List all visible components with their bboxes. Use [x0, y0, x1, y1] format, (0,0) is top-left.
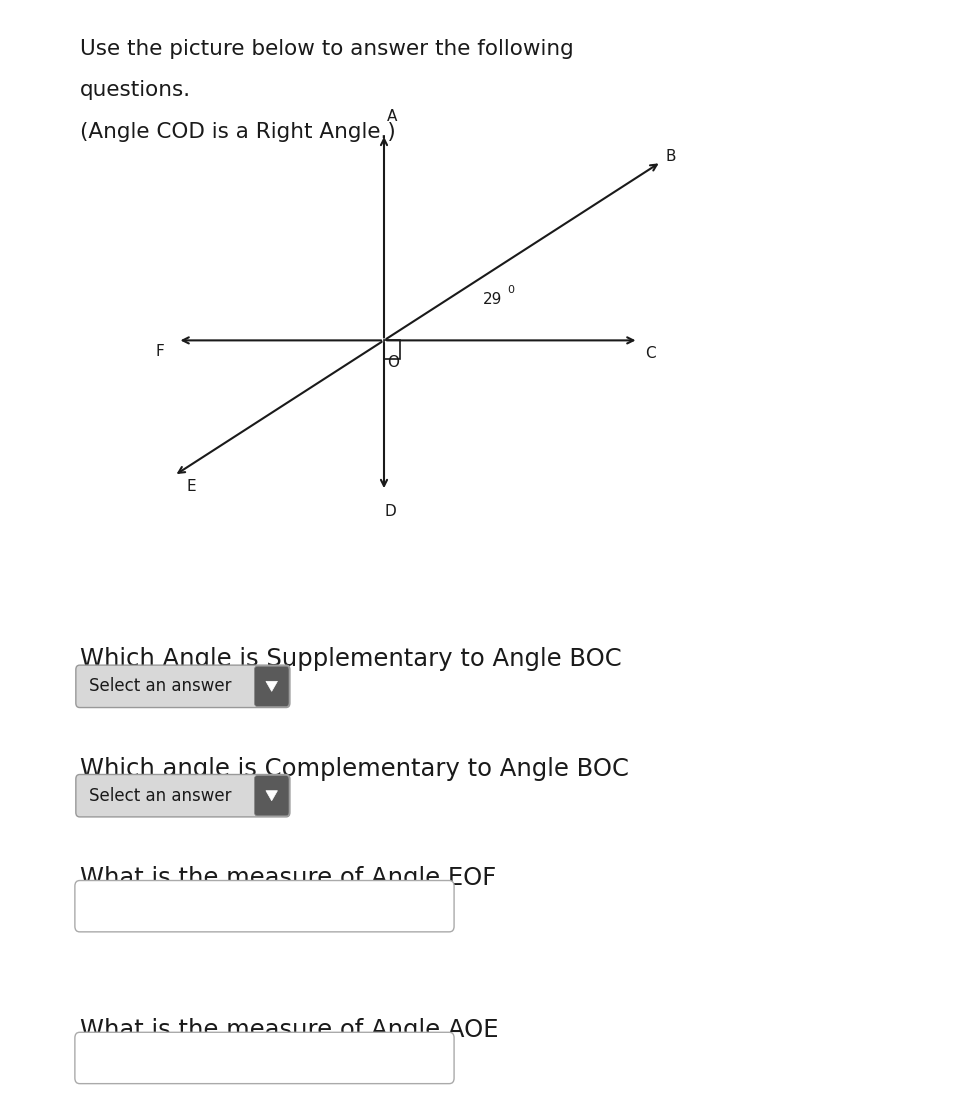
FancyBboxPatch shape	[254, 666, 289, 706]
Text: 29: 29	[483, 292, 502, 307]
Text: (Angle COD is a Right Angle.): (Angle COD is a Right Angle.)	[80, 122, 396, 142]
Text: 0: 0	[508, 286, 515, 296]
Text: O: O	[388, 355, 399, 371]
FancyBboxPatch shape	[254, 776, 289, 816]
FancyBboxPatch shape	[76, 665, 290, 708]
Text: Select an answer: Select an answer	[89, 677, 231, 695]
Polygon shape	[266, 681, 277, 691]
Text: B: B	[665, 148, 676, 164]
Text: F: F	[156, 344, 165, 359]
Text: E: E	[186, 479, 196, 494]
Text: What is the measure of Angle EOF: What is the measure of Angle EOF	[80, 866, 496, 891]
Text: Which angle is Complementary to Angle BOC: Which angle is Complementary to Angle BO…	[80, 757, 629, 781]
Text: What is the measure of Angle AOE: What is the measure of Angle AOE	[80, 1018, 498, 1042]
FancyBboxPatch shape	[75, 881, 454, 932]
Text: A: A	[387, 108, 396, 124]
Text: Select an answer: Select an answer	[89, 787, 231, 805]
Text: questions.: questions.	[80, 80, 191, 100]
Polygon shape	[266, 790, 277, 801]
Text: Which Angle is Supplementary to Angle BOC: Which Angle is Supplementary to Angle BO…	[80, 647, 621, 672]
Text: Use the picture below to answer the following: Use the picture below to answer the foll…	[80, 39, 573, 59]
FancyBboxPatch shape	[76, 775, 290, 817]
Text: C: C	[645, 346, 657, 362]
FancyBboxPatch shape	[75, 1032, 454, 1084]
Text: D: D	[385, 503, 396, 519]
